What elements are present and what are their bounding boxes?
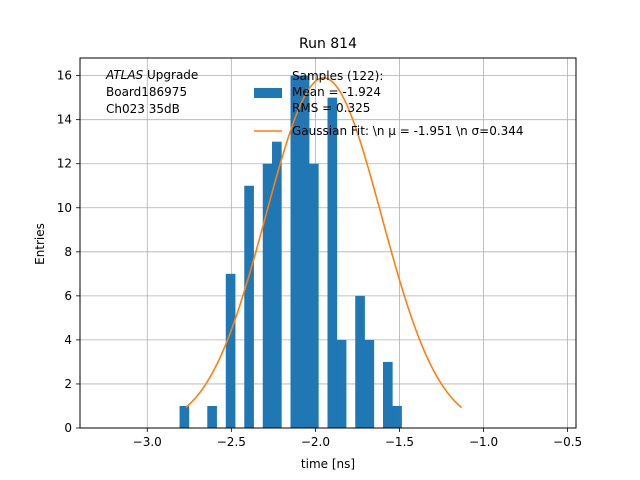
histogram-bar — [179, 405, 190, 428]
histogram-bar — [355, 295, 365, 428]
legend-histogram-swatch — [254, 88, 282, 98]
legend-histogram-label-line: Samples (122): — [292, 69, 383, 83]
y-tick-label: 2 — [64, 377, 72, 391]
x-tick-label: −2.5 — [217, 435, 246, 449]
y-tick-label: 14 — [57, 113, 72, 127]
histogram-bar — [336, 339, 347, 428]
histogram-bar — [244, 185, 254, 428]
legend: Samples (122): Mean = -1.924 RMS = 0.325… — [254, 69, 524, 138]
gaussian-fit-line — [185, 77, 463, 409]
x-tick-label: −3.0 — [133, 435, 162, 449]
y-tick-label: 0 — [64, 421, 72, 435]
chart-title: Run 814 — [299, 36, 357, 52]
legend-fit-label: Gaussian Fit: \n μ = -1.951 \n σ=0.344 — [292, 124, 524, 138]
y-tick-label: 6 — [64, 289, 72, 303]
y-tick-label: 4 — [64, 333, 72, 347]
y-tick-label: 10 — [57, 201, 72, 215]
legend-histogram-label-line: Mean = -1.924 — [292, 85, 381, 99]
annotation-line: Ch023 35dB — [106, 102, 180, 116]
annotation-line: ATLAS Upgrade — [105, 68, 198, 82]
histogram-bar — [207, 405, 217, 428]
y-tick-label: 8 — [64, 245, 72, 259]
atlas-annotation: ATLAS Upgrade Board186975 Ch023 35dB — [105, 68, 198, 116]
gaussian-fit-layer — [185, 77, 463, 409]
histogram-bar — [272, 141, 282, 428]
y-tick-label: 16 — [57, 69, 72, 83]
x-tick-label: −2.0 — [301, 435, 330, 449]
histogram-bar — [299, 75, 310, 428]
x-tick-label: −0.5 — [553, 435, 582, 449]
plot-frame — [79, 57, 577, 429]
x-axis-label: time [ns] — [301, 457, 355, 471]
histogram-bar — [364, 339, 375, 428]
histogram-bar — [262, 163, 273, 428]
histogram-bar — [290, 75, 301, 428]
y-axis-label: Entries — [33, 223, 47, 265]
histogram-bar — [225, 273, 236, 428]
legend-histogram-label-line: RMS = 0.325 — [292, 101, 370, 115]
x-tick-label: −1.0 — [469, 435, 498, 449]
histogram-bar — [309, 163, 319, 428]
histogram-bar — [392, 405, 402, 428]
histogram-bar — [327, 97, 338, 429]
y-tick-label: 12 — [57, 157, 72, 171]
histogram-bar — [382, 361, 393, 428]
ticks-layer: −3.0 −2.5 −2.0 −1.5 −1.0 −0.5 0 2 4 6 8 10 12 14 16 — [57, 69, 582, 449]
x-tick-label: −1.5 — [385, 435, 414, 449]
annotation-line: Board186975 — [106, 85, 187, 99]
histogram-bars — [179, 75, 402, 429]
